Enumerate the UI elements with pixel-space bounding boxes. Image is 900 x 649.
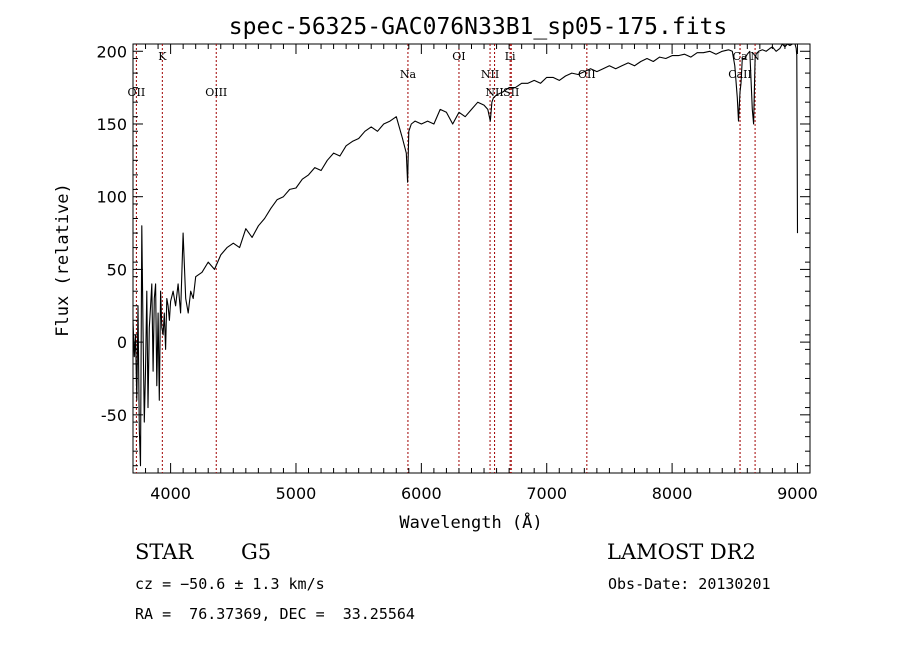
line-marker-label: OII — [578, 68, 596, 81]
line-marker-label: CaII — [728, 68, 752, 81]
spectrum-line — [132, 43, 799, 467]
ra-dec: RA = 76.37369, DEC = 33.25564 — [135, 605, 415, 623]
y-tick-label: 100 — [96, 188, 127, 207]
x-tick-label: 6000 — [401, 484, 442, 503]
survey-name: LAMOST DR2 — [607, 540, 756, 564]
axis-ticks: 4000 5000 6000 7000 8000 9000 -50 0 50 100 150 200 — [96, 42, 817, 503]
x-tick-label: 8000 — [652, 484, 693, 503]
plot-frame — [132, 43, 811, 474]
x-tick-label: 9000 — [777, 484, 818, 503]
y-tick-label: 150 — [96, 115, 127, 134]
line-marker-label: OIII — [205, 86, 227, 99]
line-marker-label: K — [158, 50, 167, 63]
redshift-cz: cz = −50.6 ± 1.3 km/s — [135, 575, 325, 593]
x-tick-label: 7000 — [526, 484, 567, 503]
line-marker-label: NII — [485, 86, 503, 99]
obs-date: Obs-Date: 20130201 — [608, 575, 771, 593]
line-marker-label: OII — [128, 86, 146, 99]
chart-title: spec-56325-GAC076N33B1_sp05-175.fits — [229, 14, 728, 40]
x-tick-label: 4000 — [150, 484, 191, 503]
y-tick-label: 200 — [96, 42, 127, 61]
y-tick-label: 50 — [107, 260, 127, 279]
y-tick-label: -50 — [101, 406, 127, 425]
x-axis-label: Wavelength (Å) — [399, 511, 542, 533]
line-marker-label: NII — [481, 68, 499, 81]
series-group — [132, 43, 799, 467]
subclass: G5 — [241, 540, 272, 564]
line-marker-label: Na — [400, 68, 417, 81]
y-axis-label: Flux (relative) — [53, 183, 73, 337]
object-type: STAR — [135, 540, 194, 564]
y-tick-label: 0 — [117, 333, 127, 352]
x-tick-label: 5000 — [276, 484, 317, 503]
line-marker-label: Li — [505, 50, 516, 63]
line-marker-label: OI — [452, 50, 465, 63]
line-marker-label: Ca — [733, 50, 748, 63]
